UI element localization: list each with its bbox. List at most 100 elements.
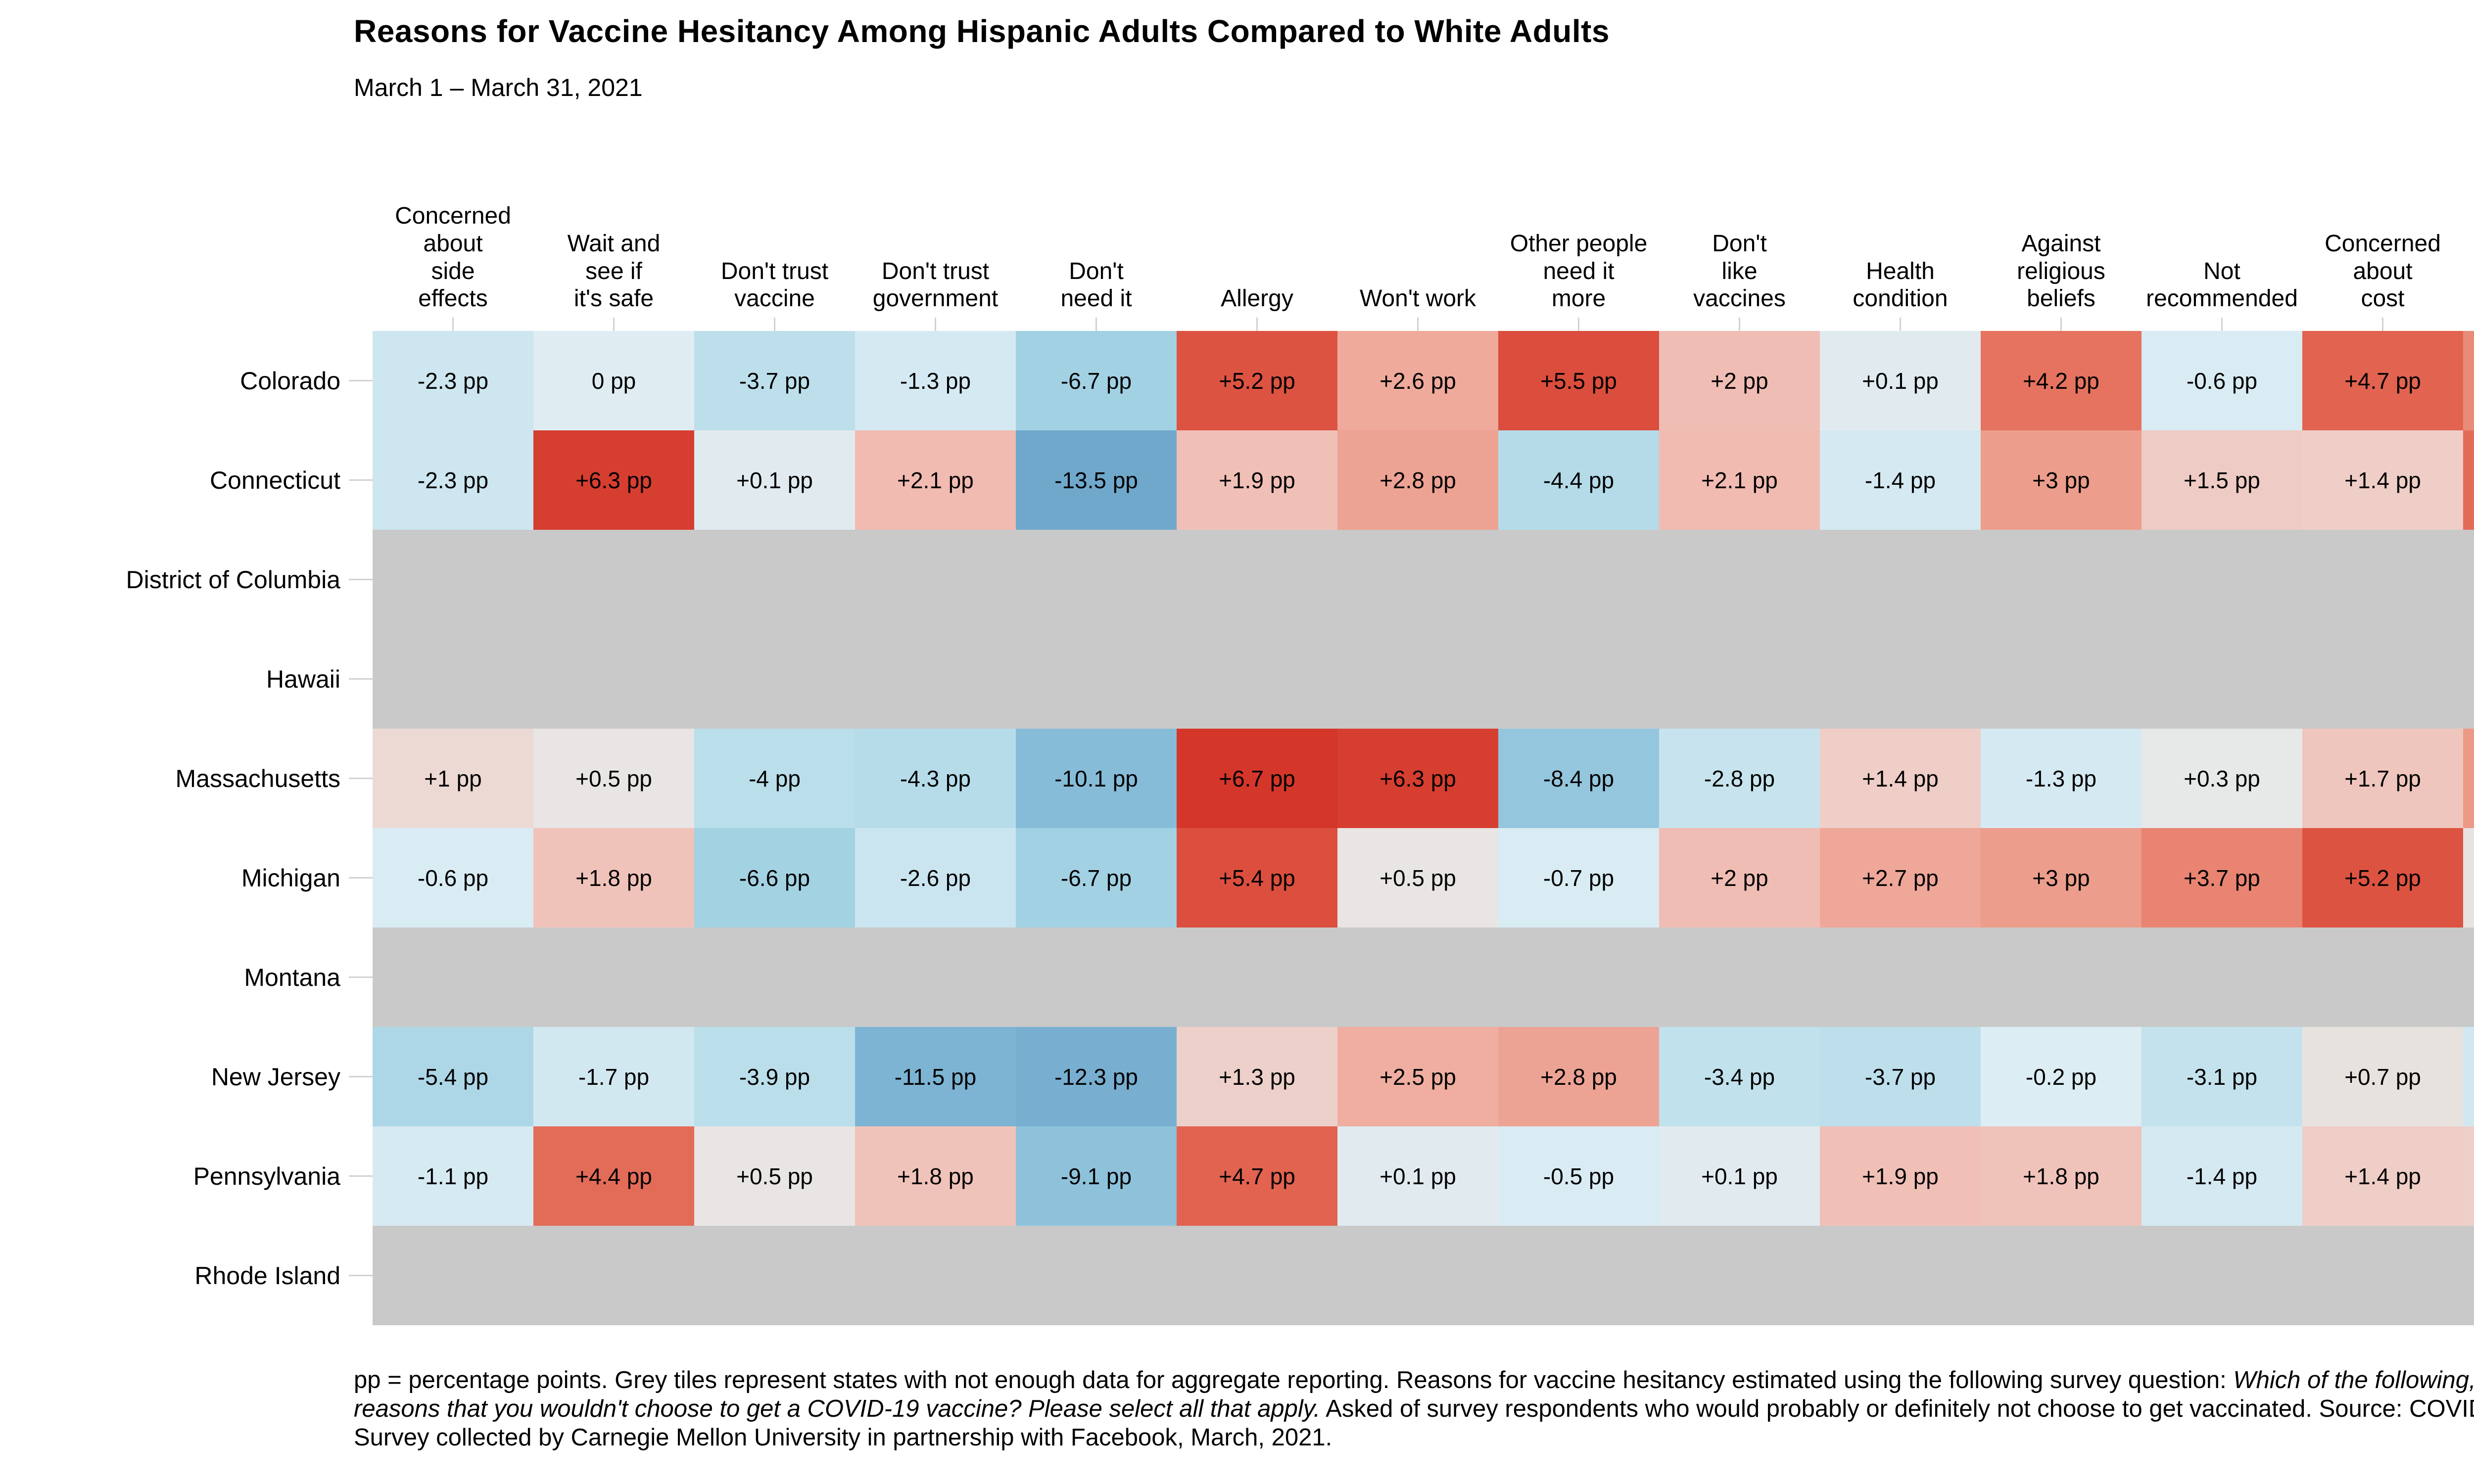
heatmap-cell: +3.1 pp (2463, 729, 2474, 828)
heatmap-cell: +0.5 pp (1337, 828, 1498, 928)
heatmap-cell (694, 1226, 855, 1325)
heatmap-cell: -1.7 pp (2463, 1027, 2474, 1126)
heatmap-cell: +1 pp (373, 729, 533, 828)
heatmap-cell (533, 530, 694, 629)
heatmap-cell: +1.8 pp (1981, 1126, 2141, 1226)
heatmap-cell: +2 pp (1659, 331, 1820, 430)
heatmap-cell: -4.4 pp (1498, 430, 1659, 530)
heatmap-cell (1820, 1226, 1981, 1325)
heatmap-cell (373, 530, 533, 629)
heatmap-cell (2302, 629, 2463, 729)
heatmap-cell (1337, 928, 1498, 1027)
heatmap-cell: -13.5 pp (1016, 430, 1177, 530)
row-label-montana: Montana (244, 963, 340, 991)
heatmap-cell: -2.8 pp (1659, 729, 1820, 828)
heatmap-cell: -3.7 pp (1820, 1027, 1981, 1126)
row-label-district-of-columbia: District of Columbia (126, 565, 340, 594)
heatmap-cell: -4.3 pp (855, 729, 1016, 828)
heatmap-cell: -3.7 pp (694, 331, 855, 430)
heatmap-cell: +6.7 pp (1177, 729, 1337, 828)
column-header-line: Won't work (1359, 285, 1476, 312)
heatmap-cell (533, 1226, 694, 1325)
heatmap-cell (2463, 928, 2474, 1027)
heatmap-cell: -0.7 pp (1498, 828, 1659, 928)
chart-subtitle: March 1 – March 31, 2021 (354, 74, 643, 101)
column-header-13: Concerned about cost (2302, 163, 2463, 315)
heatmap-cell: +5.4 pp (1177, 828, 1337, 928)
heatmap-cell: +4.4 pp (2463, 430, 2474, 530)
heatmap-cell: +1.4 pp (2302, 1126, 2463, 1226)
heatmap-cell: +0.1 pp (1659, 1126, 1820, 1226)
heatmap-cell (855, 629, 1016, 729)
column-header-11: Against religious beliefs (1981, 163, 2141, 315)
column-tick (452, 318, 454, 331)
column-header-3: Don't trust vaccine (694, 163, 855, 315)
column-header-line: Concerned (395, 203, 511, 230)
row-label-rhode-island: Rhode Island (194, 1261, 340, 1290)
heatmap-cell: -6.7 pp (1016, 828, 1177, 928)
column-header-line: effects (418, 285, 488, 312)
heatmap-cell: +1.8 pp (533, 828, 694, 928)
heatmap-cell: -6.6 pp (694, 828, 855, 928)
heatmap-cell (694, 928, 855, 1027)
heatmap-cell: +0.6 pp (2463, 828, 2474, 928)
heatmap-cell (1337, 530, 1498, 629)
row-tick (349, 778, 373, 779)
heatmap-cell: +5.5 pp (1498, 331, 1659, 430)
heatmap-cell (373, 629, 533, 729)
heatmap-cell: +6.3 pp (1337, 729, 1498, 828)
heatmap-cell: -4 pp (694, 729, 855, 828)
heatmap-cell (1177, 629, 1337, 729)
heatmap-cell: +3.7 pp (2141, 828, 2302, 928)
heatmap-cell: +1.4 pp (1820, 729, 1981, 828)
column-tick (1417, 318, 1419, 331)
column-header-10: Health condition (1820, 163, 1981, 315)
column-tick (935, 318, 936, 331)
footnote: pp = percentage points. Grey tiles repre… (354, 1366, 2474, 1452)
heatmap-cell: -8.4 pp (1498, 729, 1659, 828)
heatmap-cell (2302, 1226, 2463, 1325)
column-tick (774, 318, 775, 331)
column-header-line: need it (1060, 285, 1132, 312)
column-header-4: Don't trust government (855, 163, 1016, 315)
heatmap-cell: +1.3 pp (1177, 1027, 1337, 1126)
heatmap-cell (1498, 530, 1659, 629)
heatmap-cell: -2.3 pp (373, 430, 533, 530)
heatmap-cell: +2.5 pp (1337, 1027, 1498, 1126)
column-header-5: Don't need it (1016, 163, 1177, 315)
heatmap-cell: -12.3 pp (1016, 1027, 1177, 1126)
heatmap-cell: -0.6 pp (373, 828, 533, 928)
heatmap-cell: +3 pp (1981, 430, 2141, 530)
column-header-line: vaccine (734, 285, 815, 312)
heatmap-cell: +1.3 pp (2463, 1126, 2474, 1226)
column-header-line: recommended (2146, 285, 2298, 312)
heatmap-cell (2141, 530, 2302, 629)
heatmap-cell: +1.4 pp (2302, 430, 2463, 530)
heatmap-cell (1498, 629, 1659, 729)
column-header-14: Pregnancy (2463, 163, 2474, 315)
heatmap-cell (1498, 1226, 1659, 1325)
column-headers: Concerned about side effects Wait and see if i… (373, 163, 2474, 315)
heatmap-cell (694, 629, 855, 729)
column-header-line: Concerned (2325, 230, 2441, 257)
column-tick (1256, 318, 1258, 331)
column-header-line: more (1551, 285, 1606, 312)
heatmap-cell (1016, 530, 1177, 629)
heatmap-cell: +1.9 pp (1820, 1126, 1981, 1226)
heatmap-cell: +2.8 pp (1498, 1027, 1659, 1126)
heatmap-cell: -6.7 pp (1016, 331, 1177, 430)
column-header-12: Not recommended (2141, 163, 2302, 315)
heatmap-cell: +2.7 pp (1820, 828, 1981, 928)
row-label-connecticut: Connecticut (209, 466, 340, 494)
column-header-7: Won't work (1337, 163, 1498, 315)
heatmap-cell (1659, 629, 1820, 729)
heatmap-cell: +4.2 pp (1981, 331, 2141, 430)
row-label-massachusetts: Massachusetts (175, 764, 340, 792)
column-header-line: like (1721, 258, 1758, 284)
column-header-line: government (872, 285, 999, 312)
heatmap-cell (533, 629, 694, 729)
heatmap-cell: +0.7 pp (2302, 1027, 2463, 1126)
heatmap-cell: -0.5 pp (1498, 1126, 1659, 1226)
heatmap-cell (1016, 928, 1177, 1027)
